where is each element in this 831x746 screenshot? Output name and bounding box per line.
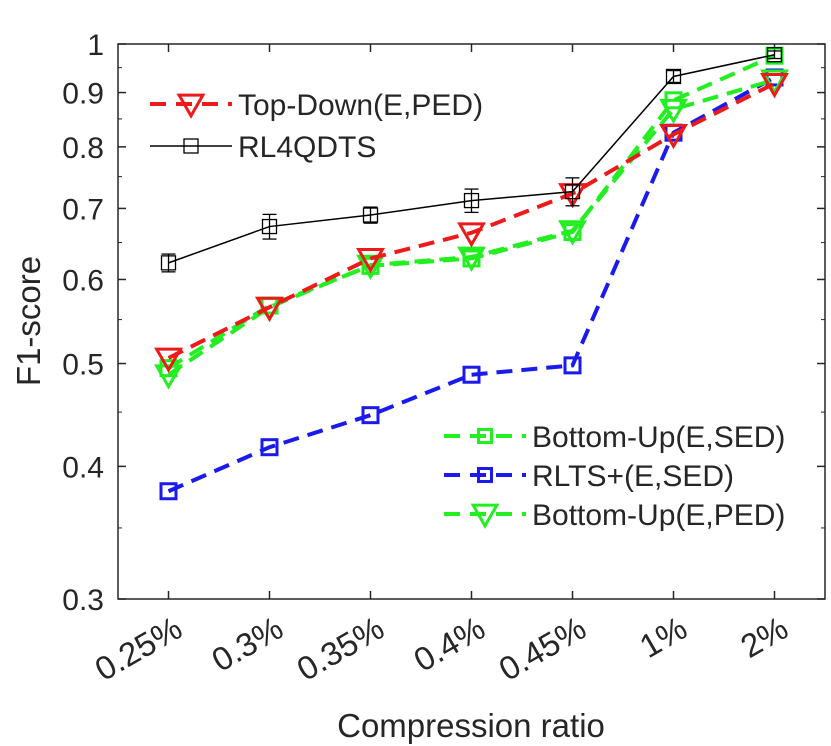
- y-tick-label: 0.3: [62, 584, 104, 617]
- y-tick-label: 1: [87, 29, 104, 62]
- x-tick-label: 0.4%: [407, 609, 491, 679]
- legend-label: RLTS+(E,SED): [532, 460, 734, 493]
- legend-marker: [470, 503, 500, 529]
- data-point: [154, 347, 183, 373]
- data-point: [564, 183, 581, 200]
- legend-marker: [176, 93, 206, 119]
- data-point: [457, 222, 486, 248]
- y-tick-label: 0.6: [62, 264, 104, 297]
- plot-area: [118, 44, 825, 599]
- data-point: [154, 364, 183, 390]
- x-tick-label: 0.35%: [290, 609, 390, 688]
- x-tick-label: 2%: [734, 609, 794, 665]
- data-point: [457, 246, 486, 272]
- y-tick-label: 0.5: [62, 349, 104, 382]
- data-point: [558, 220, 587, 246]
- data-point: [659, 98, 688, 125]
- data-point: [766, 47, 783, 63]
- data-point: [462, 365, 481, 384]
- data-point: [665, 68, 682, 85]
- legend-label: Bottom-Up(E,PED): [532, 499, 785, 532]
- legend-label: Bottom-Up(E,SED): [532, 421, 785, 454]
- data-point: [160, 255, 177, 271]
- legend-marker: [183, 138, 199, 154]
- x-tick-label: 1%: [633, 609, 693, 665]
- series-line: [167, 81, 776, 360]
- legend-marker: [477, 428, 493, 444]
- data-point: [659, 123, 688, 150]
- y-axis-label: F1-score: [10, 256, 47, 386]
- data-point: [362, 207, 379, 223]
- data-point: [260, 438, 279, 457]
- data-point: [261, 218, 278, 235]
- x-tick-label: 0.3%: [205, 609, 289, 679]
- data-point: [760, 73, 789, 99]
- legend-bottom-right: Bottom-Up(E,SED) RLTS+(E,SED) Bottom-Up(E,…: [444, 421, 785, 532]
- legend-top-left: Top-Down(E,PED) RL4QDTS: [150, 89, 483, 164]
- data-point: [356, 254, 385, 281]
- data-point: [760, 69, 789, 95]
- data-point: [463, 192, 480, 209]
- data-point: [255, 296, 284, 323]
- legend-label: RL4QDTS: [238, 131, 376, 164]
- x-tick-label: 0.25%: [88, 609, 188, 688]
- legend-marker: [477, 467, 493, 483]
- data-point: [159, 482, 178, 501]
- data-point: [356, 248, 385, 274]
- y-tick-label: 0.8: [62, 132, 104, 165]
- data-point: [563, 356, 582, 375]
- y-tick-label: 0.7: [62, 193, 104, 226]
- plot-frame: [117, 43, 826, 600]
- x-axis-label: Compression ratio: [337, 707, 605, 744]
- legend-label: Top-Down(E,PED): [238, 89, 483, 122]
- x-tick-label: 0.45%: [492, 609, 592, 688]
- series-rl4qdts: [160, 47, 783, 273]
- y-tick-label: 0.9: [62, 78, 104, 111]
- y-tick-label: 0.4: [62, 451, 104, 484]
- series-line: [167, 78, 776, 377]
- data-point: [361, 406, 380, 425]
